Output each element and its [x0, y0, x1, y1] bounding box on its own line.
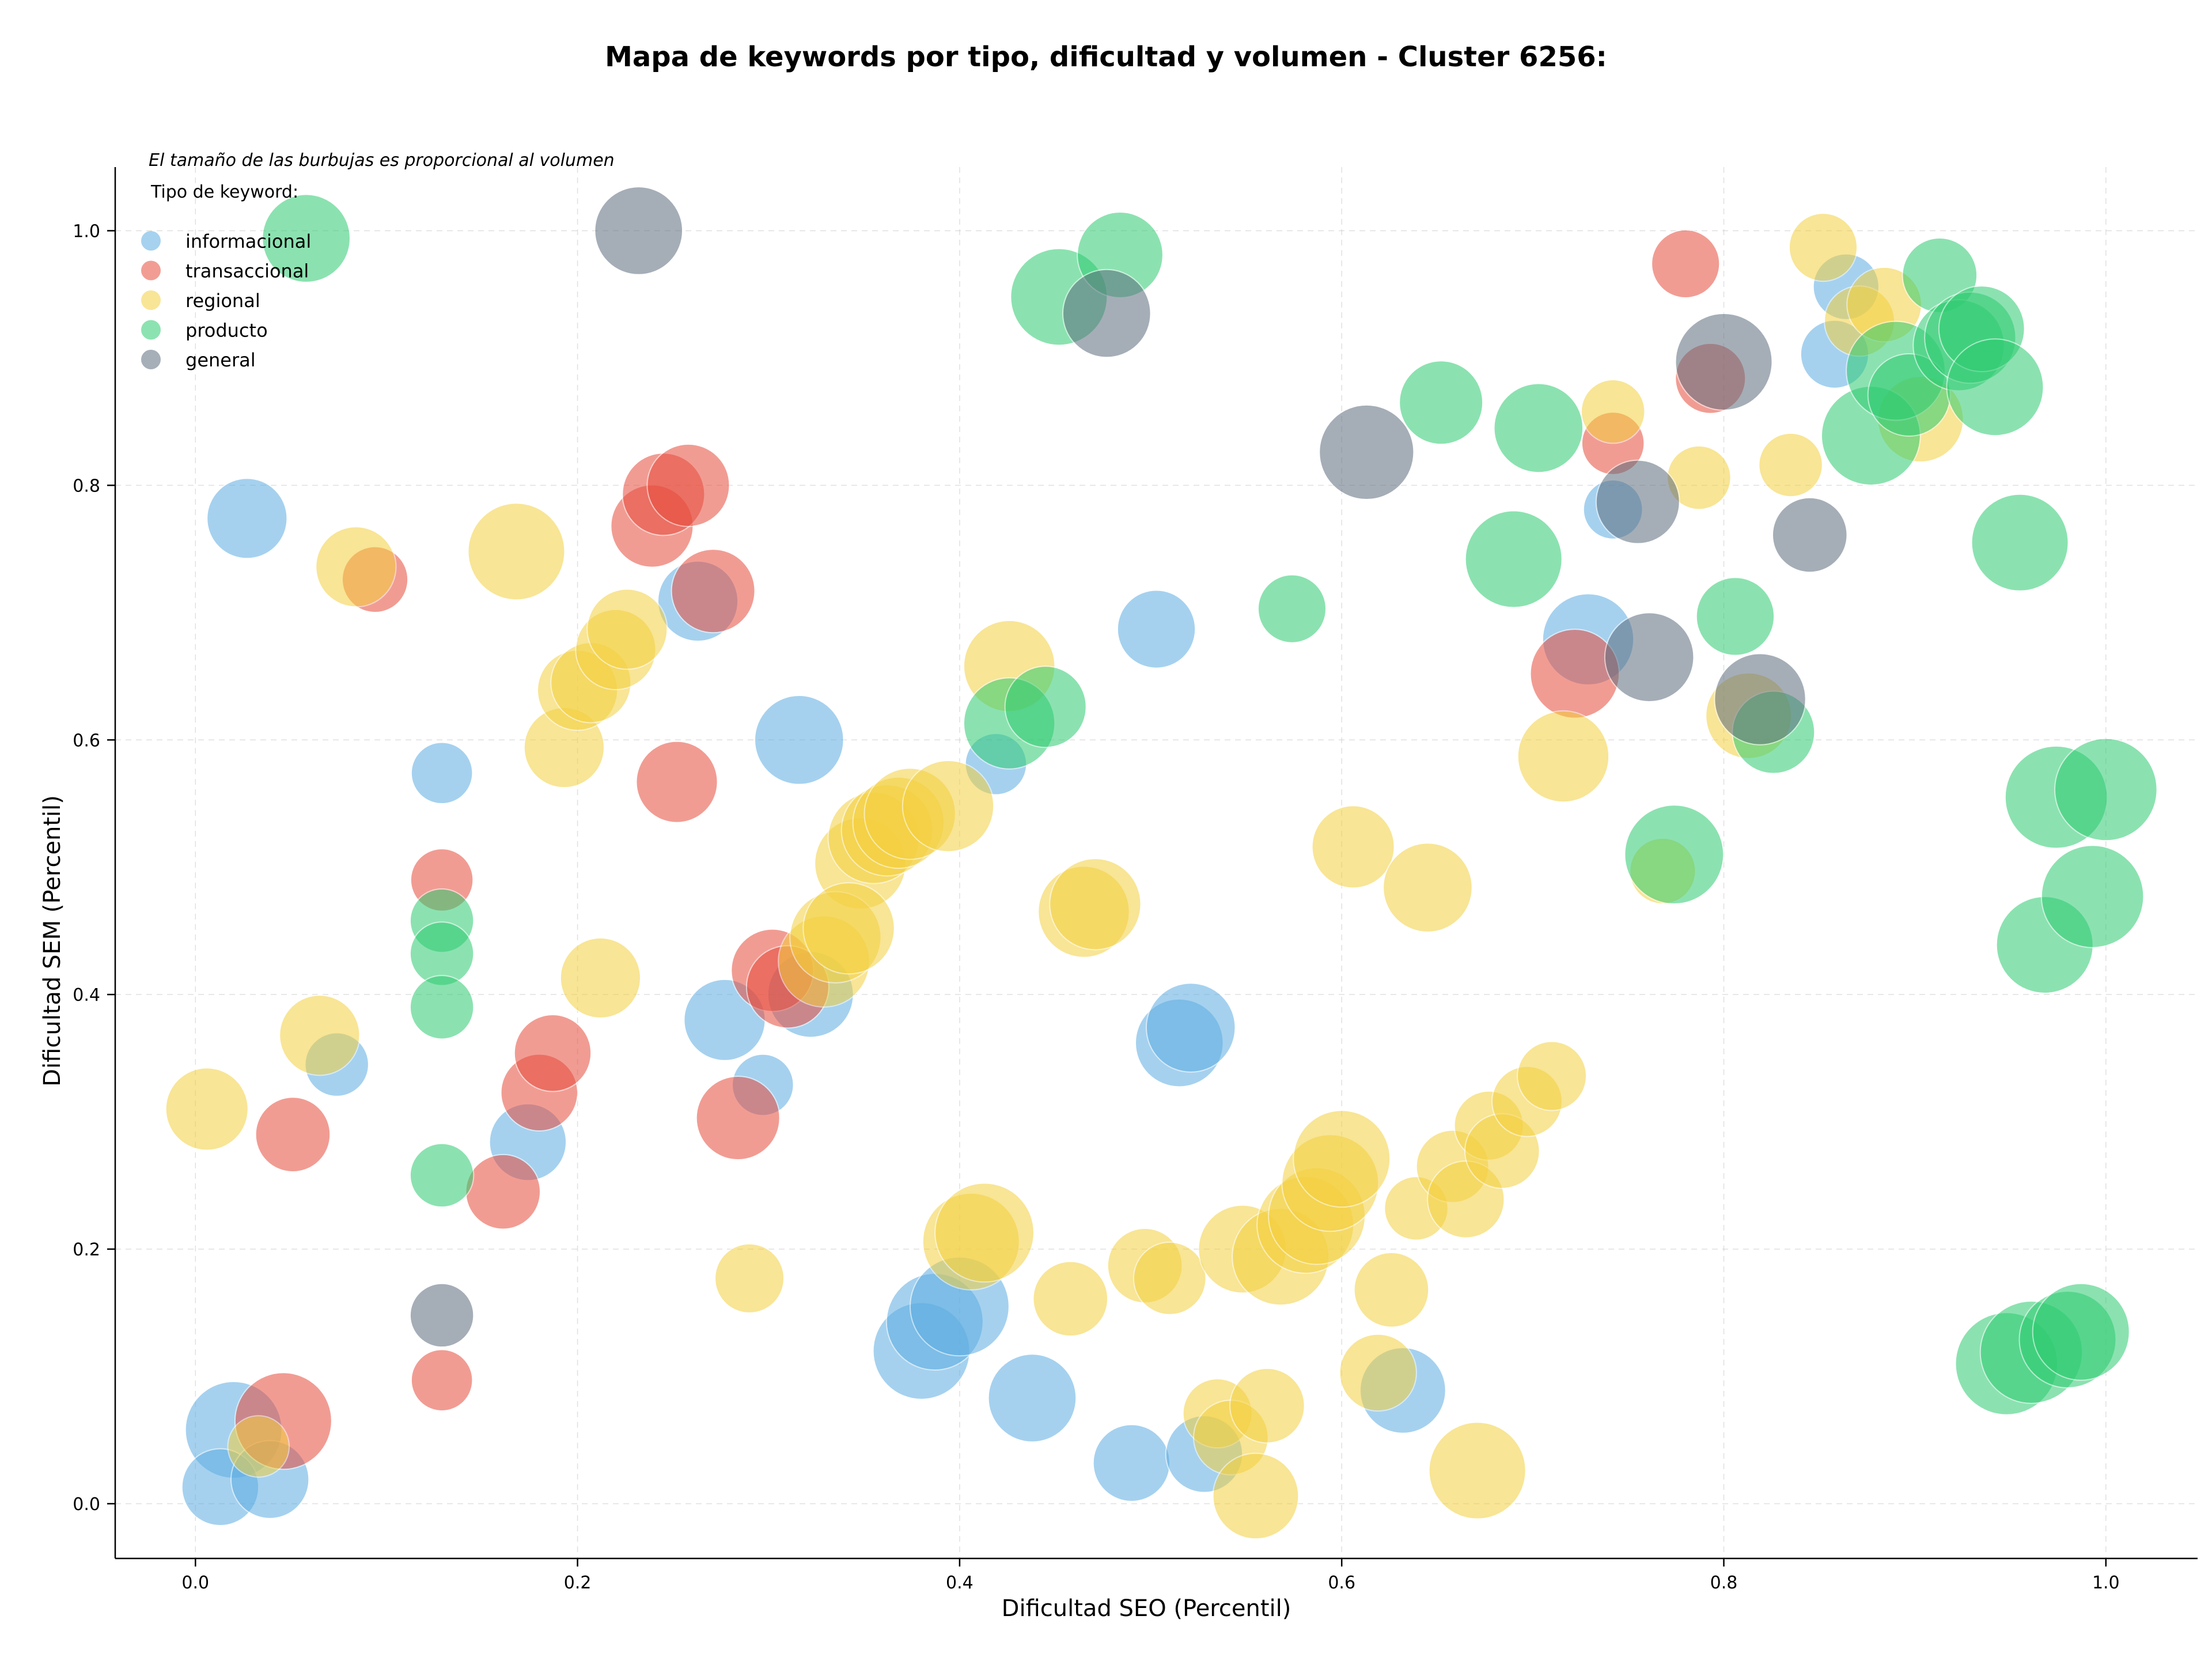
x-tick-label: 0.0: [181, 1573, 209, 1593]
bubble-regional: [1428, 1421, 1527, 1520]
bubble-regional: [1032, 1261, 1109, 1337]
bubble-regional: [802, 882, 895, 975]
bubble-producto: [1624, 804, 1725, 905]
y-tick-label: 0.2: [73, 1240, 100, 1260]
bubble-transaccional: [513, 1014, 592, 1092]
legend-title: Tipo de keyword:: [150, 182, 298, 202]
bubble-transaccional: [635, 740, 718, 823]
bubble-regional: [1788, 213, 1858, 282]
bubble-general: [1319, 404, 1415, 501]
bubble-producto: [1004, 665, 1087, 748]
bubble-regional: [714, 1243, 785, 1314]
y-tick-label: 0.8: [73, 476, 100, 496]
bubble-producto: [1493, 383, 1584, 474]
x-tick-label: 0.2: [564, 1573, 592, 1593]
legend-marker-regional: [141, 290, 161, 310]
y-tick-label: 0.4: [73, 985, 100, 1005]
bubble-regional: [1212, 1452, 1300, 1540]
bubble-regional: [1339, 1333, 1417, 1412]
bubble-regional: [1517, 1041, 1588, 1111]
bubble-transaccional: [465, 1153, 541, 1230]
bubble-producto: [2054, 737, 2158, 842]
bubble-transaccional: [1651, 229, 1721, 298]
bubble-producto: [409, 1142, 475, 1208]
bubble-producto: [1399, 360, 1484, 445]
bubble-size-note: El tamaño de las burbujas es proporciona…: [149, 150, 615, 171]
bubble-regional: [1229, 1368, 1305, 1444]
bubbles: [165, 186, 2158, 1540]
bubble-producto: [2032, 1282, 2130, 1381]
bubble-general: [1595, 459, 1680, 544]
legend-label-regional: regional: [185, 290, 260, 312]
legend-marker-informacional: [141, 231, 161, 251]
bubble-general: [1604, 612, 1695, 702]
bubble-informacional: [1116, 589, 1196, 669]
bubble-general: [1771, 497, 1848, 573]
bubble-producto: [409, 975, 475, 1040]
bubble-producto: [1695, 577, 1775, 656]
bubble-regional: [279, 994, 361, 1076]
legend-label-general: general: [185, 349, 256, 371]
bubble-regional: [902, 759, 995, 853]
bubble-regional: [559, 937, 641, 1019]
bubble-transaccional: [410, 1349, 474, 1412]
bubble-regional: [1293, 1110, 1391, 1208]
legend-label-informacional: informacional: [185, 230, 311, 252]
x-axis-label: Dificultad SEO (Percentil): [1002, 1595, 1291, 1622]
bubble-informacional: [1092, 1424, 1171, 1503]
bubble-regional: [1580, 379, 1646, 444]
bubble-informacional: [206, 478, 288, 559]
bubble-transaccional: [255, 1096, 331, 1173]
bubble-regional: [1132, 1242, 1207, 1315]
bubble-regional: [934, 1182, 1035, 1283]
bubble-producto: [262, 194, 351, 283]
legend-marker-producto: [141, 320, 161, 340]
bubble-general: [409, 1282, 475, 1348]
bubble-producto: [2040, 845, 2145, 948]
bubble-producto: [1257, 574, 1327, 644]
bubble-informacional: [1145, 982, 1236, 1073]
axes: 0.0 0.2 0.4 0.6 0.8 1.0 0.0 0.2 0.4 0.6 0.8 1.0: [73, 167, 2198, 1593]
x-tick-label: 0.8: [1710, 1573, 1738, 1593]
bubble-regional: [1049, 858, 1142, 951]
x-tick-label: 1.0: [2092, 1573, 2120, 1593]
legend-marker-transaccional: [141, 260, 161, 281]
bubble-regional: [1517, 710, 1610, 803]
x-tick-label: 0.6: [1328, 1573, 1355, 1593]
legend-label-producto: producto: [185, 320, 268, 342]
y-axis-label: Dificultad SEM (Percentil): [39, 795, 66, 1087]
y-tick-label: 0.0: [73, 1494, 100, 1515]
bubble-general: [1675, 313, 1773, 411]
bubble-transaccional: [671, 548, 756, 634]
bubble-regional: [1382, 842, 1473, 933]
bubble-regional: [227, 1415, 290, 1478]
legend: Tipo de keyword: informacional transaccio…: [141, 182, 311, 371]
bubble-regional: [586, 588, 668, 670]
bubble-regional: [467, 502, 566, 601]
bubble-informacional: [754, 695, 844, 785]
bubble-regional: [315, 526, 397, 608]
chart-title: Mapa de keywords por tipo, dificultad y …: [605, 41, 1607, 73]
bubble-general: [1714, 653, 1806, 746]
x-tick-label: 0.4: [946, 1573, 974, 1593]
bubble-regional: [1311, 805, 1395, 889]
y-tick-label: 1.0: [73, 221, 100, 241]
legend-marker-general: [141, 350, 161, 369]
bubble-regional: [165, 1067, 249, 1151]
legend-label-transaccional: transaccional: [185, 260, 309, 282]
bubble-producto: [1464, 510, 1563, 608]
bubble-informacional: [410, 741, 474, 805]
bubble-general: [1062, 268, 1152, 358]
bubble-transaccional: [646, 443, 730, 527]
bubble-regional: [1758, 432, 1823, 498]
bubble-transaccional: [695, 1076, 781, 1160]
bubble-informacional: [987, 1353, 1077, 1443]
bubble-general: [594, 186, 684, 275]
bubble-transaccional: [1529, 629, 1620, 719]
y-tick-label: 0.6: [73, 731, 100, 751]
bubble-producto: [1946, 338, 2044, 437]
bubble-producto: [1971, 493, 2069, 592]
bubble-regional: [1353, 1251, 1430, 1328]
